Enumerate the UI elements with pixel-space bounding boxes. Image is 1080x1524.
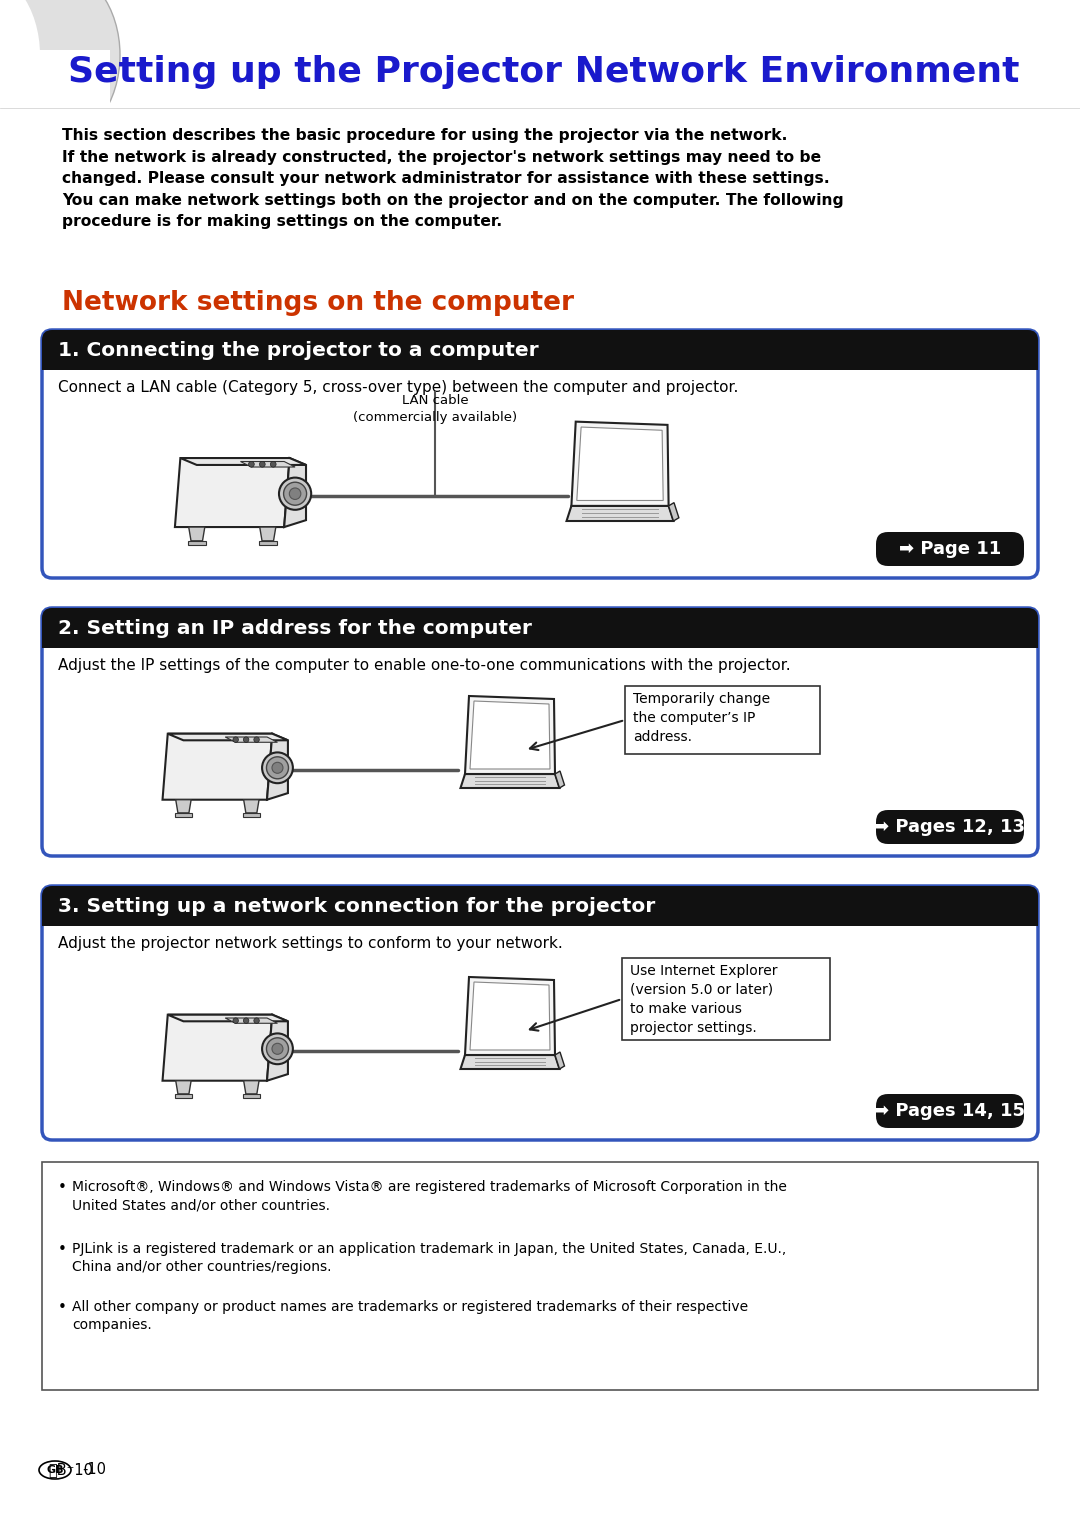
Text: Temporarily change
the computer’s IP
address.: Temporarily change the computer’s IP add… <box>633 692 770 744</box>
Bar <box>0 50 110 160</box>
Text: This section describes the basic procedure for using the projector via the netwo: This section describes the basic procedu… <box>62 128 843 230</box>
Text: ⒼB⁻10: ⒼB⁻10 <box>48 1463 93 1477</box>
Polygon shape <box>241 462 295 466</box>
Ellipse shape <box>0 0 40 143</box>
Polygon shape <box>167 733 288 741</box>
Polygon shape <box>189 527 205 541</box>
Circle shape <box>243 738 248 742</box>
Text: -10: -10 <box>82 1463 106 1477</box>
Text: ➡ Pages 12, 13: ➡ Pages 12, 13 <box>875 818 1026 837</box>
Text: Network settings on the computer: Network settings on the computer <box>62 290 573 315</box>
Polygon shape <box>176 800 191 812</box>
Circle shape <box>254 738 259 742</box>
Polygon shape <box>175 1094 192 1099</box>
Polygon shape <box>258 541 276 546</box>
Polygon shape <box>571 422 669 506</box>
Circle shape <box>243 1018 248 1024</box>
Circle shape <box>267 757 288 779</box>
Polygon shape <box>465 977 555 1055</box>
FancyBboxPatch shape <box>876 532 1024 565</box>
Circle shape <box>233 738 239 742</box>
Text: •: • <box>58 1242 67 1257</box>
Text: Use Internet Explorer
(version 5.0 or later)
to make various
projector settings.: Use Internet Explorer (version 5.0 or la… <box>630 965 778 1035</box>
Circle shape <box>248 462 254 468</box>
FancyBboxPatch shape <box>625 686 820 754</box>
Text: Microsoft®, Windows® and Windows Vista® are registered trademarks of Microsoft C: Microsoft®, Windows® and Windows Vista® … <box>72 1180 787 1213</box>
Polygon shape <box>176 1081 191 1094</box>
FancyBboxPatch shape <box>42 608 1038 856</box>
Circle shape <box>259 462 266 468</box>
Text: Adjust the IP settings of the computer to enable one-to-one communications with : Adjust the IP settings of the computer t… <box>58 658 791 674</box>
Polygon shape <box>669 503 679 521</box>
Polygon shape <box>243 812 260 817</box>
Text: LAN cable
(commercially available): LAN cable (commercially available) <box>353 395 517 424</box>
Polygon shape <box>567 506 674 521</box>
Text: ➡ Pages 14, 15: ➡ Pages 14, 15 <box>875 1102 1026 1120</box>
FancyBboxPatch shape <box>42 608 1038 648</box>
Polygon shape <box>188 541 206 546</box>
Polygon shape <box>180 459 306 465</box>
Polygon shape <box>175 459 289 527</box>
Polygon shape <box>162 1015 272 1081</box>
Polygon shape <box>243 1094 260 1099</box>
Polygon shape <box>244 800 259 812</box>
Polygon shape <box>267 733 288 800</box>
Circle shape <box>272 762 283 773</box>
Bar <box>42 628 1038 648</box>
Text: All other company or product names are trademarks or registered trademarks of th: All other company or product names are t… <box>72 1300 748 1332</box>
Polygon shape <box>259 527 275 541</box>
Polygon shape <box>267 1015 288 1081</box>
Text: •: • <box>58 1300 67 1315</box>
Circle shape <box>233 1018 239 1024</box>
Polygon shape <box>470 701 550 770</box>
FancyBboxPatch shape <box>42 885 1038 927</box>
Text: PJLink is a registered trademark or an application trademark in Japan, the Unite: PJLink is a registered trademark or an a… <box>72 1242 786 1274</box>
Polygon shape <box>470 981 550 1050</box>
Polygon shape <box>226 1018 278 1023</box>
FancyBboxPatch shape <box>42 331 1038 370</box>
Text: 2. Setting an IP address for the computer: 2. Setting an IP address for the compute… <box>58 619 531 637</box>
FancyBboxPatch shape <box>622 959 831 1039</box>
Polygon shape <box>226 738 278 742</box>
Circle shape <box>289 488 301 500</box>
FancyBboxPatch shape <box>42 1161 1038 1390</box>
Text: ➡ Page 11: ➡ Page 11 <box>899 539 1001 558</box>
Polygon shape <box>555 1052 565 1068</box>
Polygon shape <box>465 696 555 774</box>
Circle shape <box>284 482 307 504</box>
Polygon shape <box>460 774 559 788</box>
Circle shape <box>267 1038 288 1059</box>
Bar <box>42 351 1038 370</box>
Polygon shape <box>460 1055 559 1068</box>
Polygon shape <box>175 812 192 817</box>
Circle shape <box>279 477 311 511</box>
Polygon shape <box>162 733 272 800</box>
Circle shape <box>270 462 276 468</box>
Text: Adjust the projector network settings to conform to your network.: Adjust the projector network settings to… <box>58 936 563 951</box>
Text: Connect a LAN cable (Category 5, cross-over type) between the computer and proje: Connect a LAN cable (Category 5, cross-o… <box>58 379 739 395</box>
Text: •: • <box>58 1180 67 1195</box>
FancyBboxPatch shape <box>42 331 1038 578</box>
Polygon shape <box>244 1081 259 1094</box>
Polygon shape <box>555 771 565 788</box>
Circle shape <box>262 753 293 783</box>
Text: Setting up the Projector Network Environment: Setting up the Projector Network Environ… <box>68 55 1020 88</box>
Circle shape <box>262 1033 293 1064</box>
Text: GB: GB <box>46 1465 64 1475</box>
Bar <box>42 905 1038 927</box>
Ellipse shape <box>0 0 120 143</box>
FancyBboxPatch shape <box>876 1094 1024 1128</box>
Circle shape <box>254 1018 259 1024</box>
Text: 1. Connecting the projector to a computer: 1. Connecting the projector to a compute… <box>58 340 539 360</box>
Polygon shape <box>284 459 306 527</box>
Text: 3. Setting up a network connection for the projector: 3. Setting up a network connection for t… <box>58 896 656 916</box>
Circle shape <box>272 1044 283 1055</box>
Polygon shape <box>167 1015 288 1021</box>
Polygon shape <box>577 427 663 500</box>
FancyBboxPatch shape <box>42 885 1038 1140</box>
FancyBboxPatch shape <box>876 809 1024 844</box>
